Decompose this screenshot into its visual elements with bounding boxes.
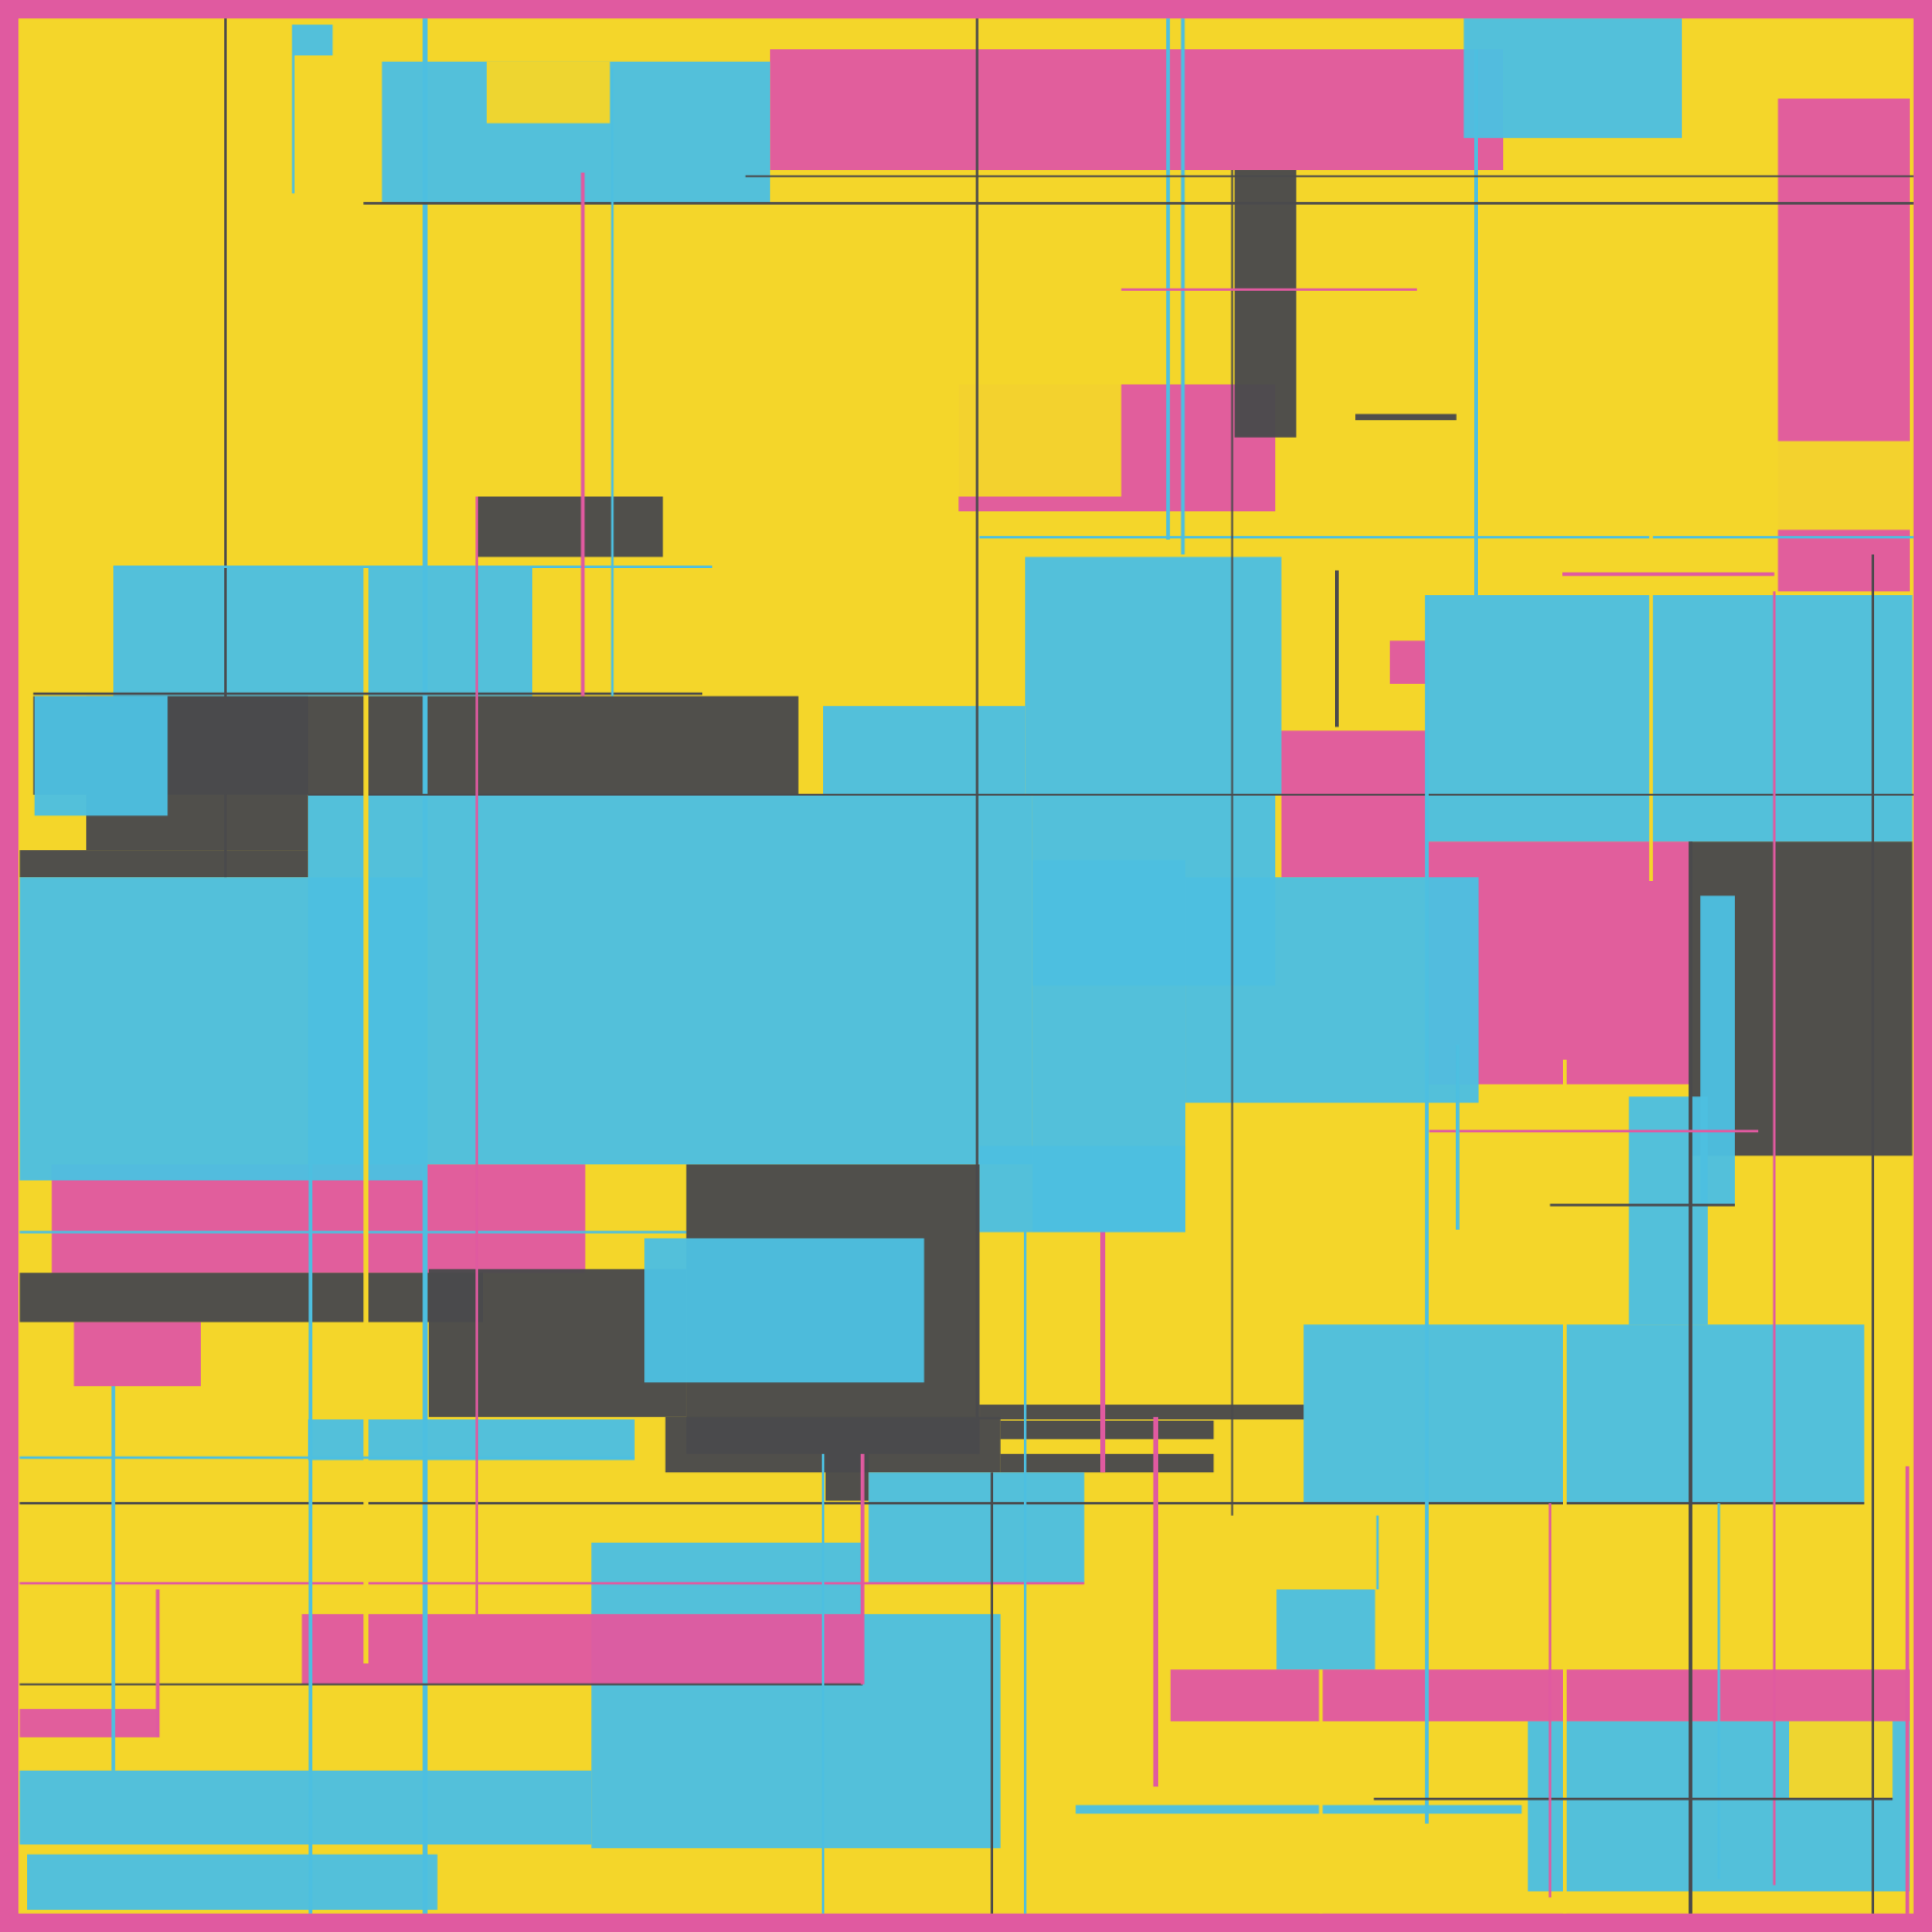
blue-block [1463, 18, 1683, 138]
blue-block [868, 1472, 1085, 1584]
blue-block [1303, 1324, 1864, 1504]
pink-block [1281, 730, 1426, 878]
pink-block [73, 1321, 201, 1386]
pink-block [770, 49, 1504, 171]
blue-block [1276, 1589, 1376, 1670]
pink-block [1389, 640, 1426, 684]
blue-block [823, 705, 1026, 795]
dark-block [1235, 170, 1296, 438]
dark-block [980, 1405, 1304, 1420]
yellow-block [1047, 1813, 1522, 1913]
blue-block [34, 696, 168, 816]
blue-block [980, 1146, 1186, 1233]
dark-block [1000, 1454, 1214, 1473]
dark-block [1000, 1420, 1214, 1439]
blue-block [293, 24, 333, 56]
blue-block [644, 1237, 924, 1383]
dark-block [428, 1268, 687, 1417]
dark-block [476, 497, 664, 557]
blue-block [19, 877, 426, 1180]
yellow-block [365, 206, 1122, 497]
blue-block [19, 1770, 592, 1845]
pink-block [1170, 1669, 1911, 1721]
line-layer [19, 18, 1914, 1914]
blue-block [1425, 595, 1913, 842]
dark-block [1355, 413, 1457, 420]
pink-block [301, 1613, 863, 1685]
blue-block [113, 566, 533, 696]
blue-block [1629, 1096, 1708, 1325]
blue-block [1075, 1804, 1522, 1814]
blue-block [1185, 877, 1479, 1103]
yellow-block [486, 61, 611, 124]
blue-block [307, 794, 1033, 1165]
shape-layer [19, 18, 1913, 1913]
yellow-block [1651, 440, 1913, 530]
pink-block [51, 1164, 585, 1273]
dark-block [19, 1272, 483, 1322]
blue-block [27, 1854, 438, 1911]
blue-block [1025, 556, 1282, 795]
pink-block [19, 1709, 158, 1738]
blue-block [307, 1419, 635, 1461]
dark-block [19, 850, 308, 878]
yellow-block [1789, 1720, 1893, 1800]
blue-block [591, 1542, 863, 1614]
